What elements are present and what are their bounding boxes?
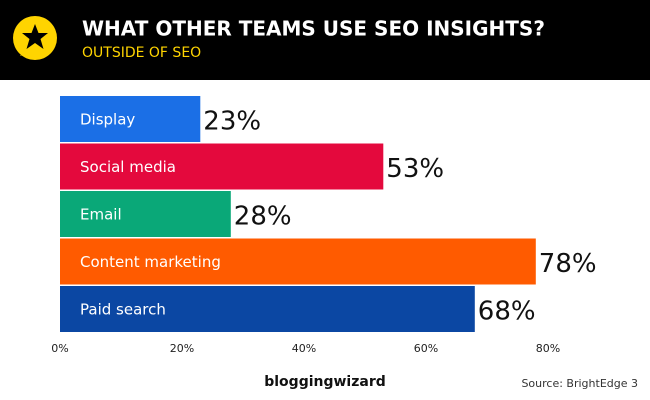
logo-star [22,24,48,49]
x-tick-label: 20% [170,342,194,355]
value-label: 68% [478,296,536,326]
value-label: 23% [203,106,261,136]
x-tick-label: 60% [414,342,438,355]
value-label: 78% [539,249,597,279]
category-label: Content marketing [80,253,221,271]
title: WHAT OTHER TEAMS USE SEO INSIGHTS? [82,17,545,41]
bar [60,238,536,285]
subtitle: OUTSIDE OF SEO [82,45,201,61]
category-label: Social media [80,158,176,176]
brand: bloggingwizard [264,374,386,390]
bar [60,286,475,332]
category-label: Email [80,205,122,223]
bar [60,143,384,190]
value-label: 28% [234,201,292,231]
value-label: 53% [386,154,444,184]
logo [13,16,57,60]
source: Source: BrightEdge 3 [521,377,638,390]
header-band [0,0,650,80]
category-label: Paid search [80,300,166,318]
x-tick-label: 80% [536,342,560,355]
x-tick-label: 40% [292,342,316,355]
category-label: Display [80,110,135,128]
logo-tail [20,48,30,56]
bar [60,191,231,237]
bar [60,96,201,142]
x-tick-label: 0% [51,342,68,355]
